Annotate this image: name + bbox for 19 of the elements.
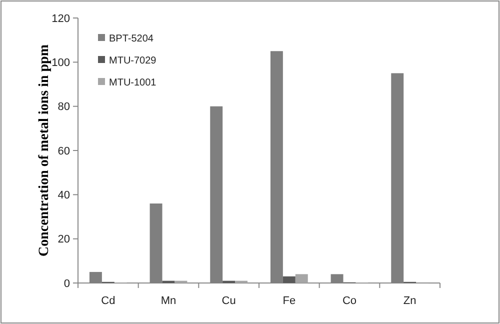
x-tick-label: Cd [101, 295, 116, 307]
y-tick-label: 60 [58, 145, 70, 158]
x-tick-label: Zn [403, 295, 416, 307]
x-tick-label: Mn [160, 295, 176, 307]
legend-label: MTU-1001 [109, 78, 157, 88]
legend-label: MTU-7029 [109, 56, 157, 66]
y-tick-label: 40 [58, 190, 70, 202]
bar [282, 276, 296, 283]
y-tick-label: 80 [58, 101, 70, 114]
x-tick-label: Cu [222, 295, 236, 307]
y-tick-label: 0 [64, 278, 70, 290]
y-axis-title: Concentration of metal ions in ppm [37, 44, 52, 256]
x-tick-label: Fe [282, 295, 296, 307]
y-tick-label: 100 [52, 57, 70, 70]
y-tick-label: 20 [58, 234, 70, 246]
bar [295, 274, 308, 283]
x-tick-label: Co [342, 295, 357, 307]
y-tick-label: 120 [52, 12, 70, 25]
legend-label: BPT-5204 [109, 34, 154, 44]
